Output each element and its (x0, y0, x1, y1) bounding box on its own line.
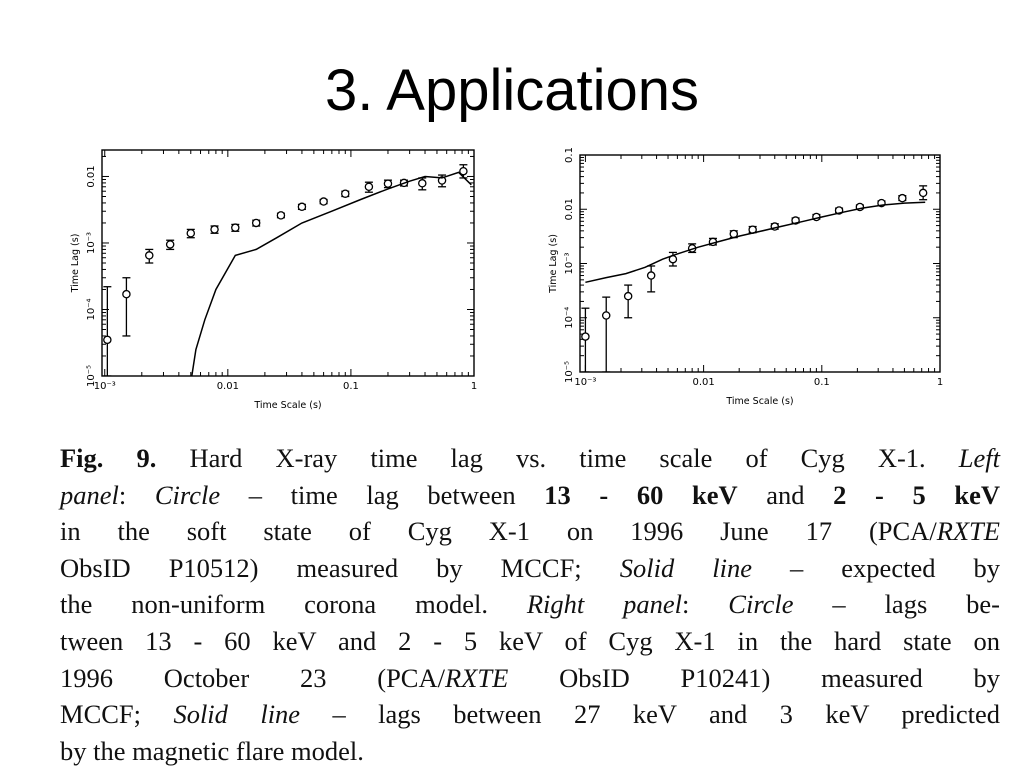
model-solid-line (585, 201, 926, 284)
caption-line: 1996 October 23 (PCA/RXTE ObsID P10241) … (60, 660, 1000, 697)
x-axis-label: Time Scale (s) (725, 396, 793, 407)
data-point (319, 197, 328, 206)
y-tick-label: 10⁻⁴ (86, 298, 97, 320)
data-point (251, 218, 261, 228)
caption-italic-text: Right panel (526, 589, 683, 620)
x-axis-label: Time Scale (s) (253, 400, 321, 411)
caption-italic-text: RXTE (936, 516, 1000, 547)
x-tick-label: 0.1 (814, 377, 830, 388)
x-tick-label: 10⁻³ (574, 377, 596, 388)
caption-text: and (737, 479, 834, 510)
caption-text: : (118, 479, 155, 510)
caption-text: 1996 October 23 (PCA/ (60, 662, 445, 693)
x-tick-label: 1 (471, 381, 477, 392)
data-point (668, 251, 678, 267)
figure-caption: Fig. 9. Hard X-ray time lag vs. time sca… (60, 440, 1000, 769)
caption-bold-text: Fig. 9. (60, 443, 157, 473)
tick-marks (579, 154, 941, 373)
slide-title: 3. Applications (324, 58, 700, 123)
caption-text: by the magnetic flare model. (60, 735, 364, 766)
data-point (646, 265, 656, 293)
caption-italic-text: Solid line (619, 552, 752, 583)
data-point (399, 178, 409, 188)
data-point (276, 211, 286, 220)
data-point (418, 177, 427, 191)
data-point (103, 286, 112, 376)
caption-text: ObsID P10512) measured by MCCF; (60, 552, 620, 583)
model-solid-line (191, 171, 472, 376)
data-point (165, 239, 175, 251)
data-point (748, 225, 757, 234)
data-point (297, 202, 307, 212)
caption-text: ObsID P10241) measured by (508, 662, 1000, 693)
tick-marks (102, 150, 475, 377)
caption-text: : (682, 589, 729, 620)
x-tick-label: 0.01 (692, 377, 714, 388)
data-point (186, 228, 196, 239)
data-point (437, 174, 447, 188)
chart-svg: 10⁻³ 0.01 0.1 1 10⁻⁵ 10⁻⁴ 10⁻³ 0.01 0.1 Time Scal… (548, 147, 943, 407)
caption-text: the non-uniform corona model. (60, 589, 527, 620)
y-tick-label: 10⁻³ (86, 232, 97, 254)
data-point (383, 179, 393, 189)
right-panel-chart: 10⁻³ 0.01 0.1 1 10⁻⁵ 10⁻⁴ 10⁻³ 0.01 0.1 Time Scal… (530, 145, 960, 415)
caption-line: Fig. 9. Hard X-ray time lag vs. time sca… (60, 440, 1000, 477)
data-point (459, 164, 468, 179)
caption-line: ObsID P10512) measured by MCCF; Solid li… (60, 550, 1000, 587)
y-tick-label: 0.01 (86, 165, 97, 187)
x-tick-label: 0.1 (343, 381, 359, 392)
caption-italic-text: Left (958, 443, 1000, 473)
left-panel-chart: 10⁻³ 0.01 0.1 1 10⁻⁵ 10⁻⁴ 10⁻³ 0.01 Time Scale (… (60, 140, 490, 415)
caption-italic-text: Circle (154, 479, 221, 510)
caption-text: – lags be- (793, 589, 1000, 620)
data-point (122, 277, 131, 337)
caption-italic-text: Solid line (173, 699, 301, 730)
caption-text: tween 13 - 60 keV and 2 - 5 keV of Cyg X… (60, 625, 1000, 656)
caption-text: – lags between 27 keV and 3 keV predicte… (300, 699, 1000, 730)
data-point (581, 307, 590, 372)
data-point (341, 189, 350, 198)
x-tick-label: 10⁻³ (94, 381, 116, 392)
caption-line: tween 13 - 60 keV and 2 - 5 keV of Cyg X… (60, 623, 1000, 660)
caption-line: MCCF; Solid line – lags between 27 keV a… (60, 696, 1000, 733)
caption-text: in the soft state of Cyg X-1 on 1996 Jun… (60, 516, 937, 547)
caption-bold-text: 2 - 5 keV (833, 479, 1000, 510)
caption-italic-text: RXTE (444, 662, 509, 693)
caption-italic-text: Circle (728, 589, 794, 620)
plot-frame (579, 154, 941, 373)
chart-svg: 10⁻³ 0.01 0.1 1 10⁻⁵ 10⁻⁴ 10⁻³ 0.01 Time Scale (… (70, 149, 477, 411)
caption-text: – time lag between (220, 479, 545, 510)
data-point (918, 185, 928, 201)
x-tick-label: 1 (937, 377, 943, 388)
caption-line: the non-uniform corona model. Right pane… (60, 586, 1000, 623)
caption-text: MCCF; (60, 699, 174, 730)
x-tick-label: 0.01 (217, 381, 239, 392)
caption-italic-text: panel (60, 479, 119, 510)
data-point (231, 223, 240, 232)
y-axis-label: Time Lag (s) (548, 234, 559, 294)
caption-text: – expected by (751, 552, 1000, 583)
data-point (623, 284, 633, 319)
data-point (364, 181, 374, 193)
y-tick-label: 0.01 (564, 198, 575, 220)
y-axis-label: Time Lag (s) (70, 234, 81, 294)
data-point (145, 248, 154, 264)
y-tick-label: 10⁻³ (564, 252, 575, 274)
y-tick-label: 10⁻⁵ (564, 361, 575, 383)
caption-text: Hard X-ray time lag vs. time scale of Cy… (156, 443, 959, 473)
y-tick-label: 10⁻⁴ (564, 307, 575, 329)
y-tick-label: 10⁻⁵ (86, 365, 97, 387)
y-tick-label: 0.1 (564, 147, 575, 163)
caption-line: by the magnetic flare model. (60, 733, 1000, 769)
data-point (898, 193, 907, 203)
caption-bold-text: 13 - 60 keV (544, 479, 738, 510)
data-point (210, 225, 219, 234)
caption-line: panel: Circle – time lag between 13 - 60… (60, 477, 1000, 514)
caption-line: in the soft state of Cyg X-1 on 1996 Jun… (60, 513, 1000, 550)
data-point (601, 296, 611, 372)
